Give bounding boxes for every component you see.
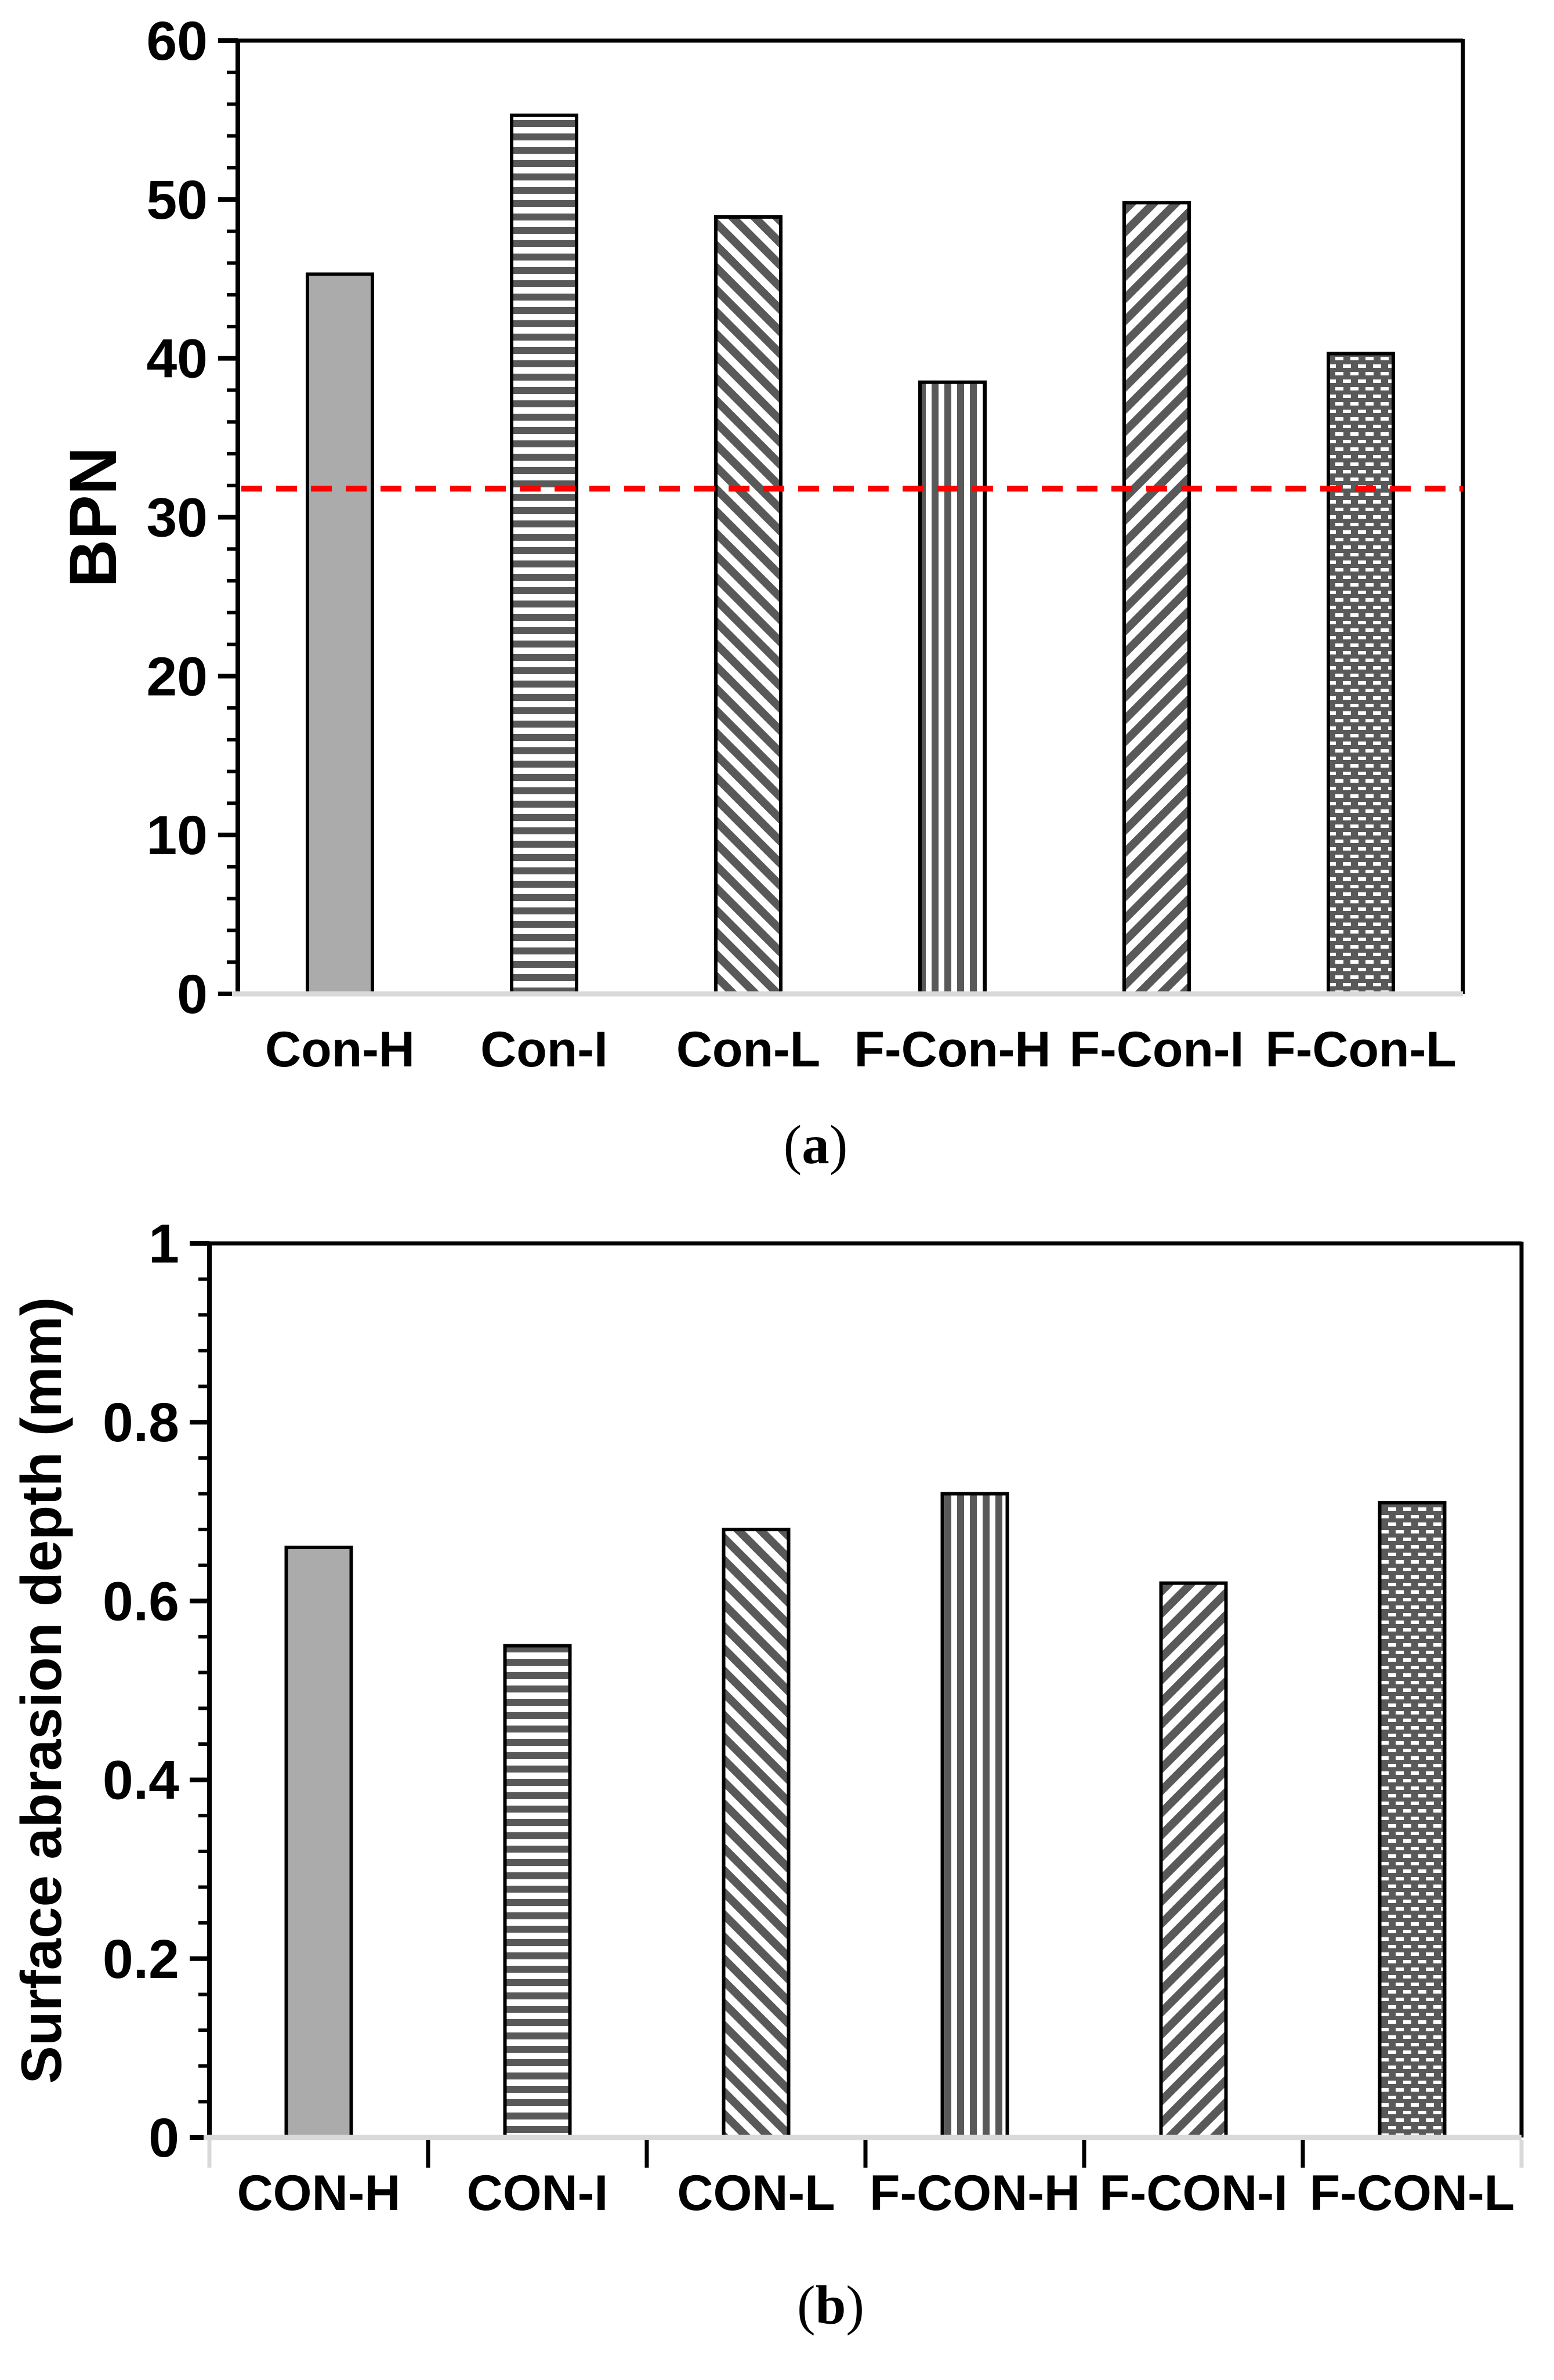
category-labels: Con-H Con-I Con-L F-Con-H F-Con-I F-Con-L bbox=[265, 1022, 1457, 1077]
y-tick-label: 0.4 bbox=[103, 1750, 179, 1811]
category-label: F-CON-I bbox=[1099, 2165, 1288, 2221]
category-label: CON-L bbox=[677, 2165, 835, 2221]
y-axis-title: Surface abrasion depth (mm) bbox=[9, 1297, 73, 2084]
y-tick-label: 0.2 bbox=[103, 1929, 179, 1990]
y-axis-minor-ticks bbox=[198, 1277, 209, 2104]
category-label: F-CON-H bbox=[870, 2165, 1080, 2221]
y-axis-major-ticks: 0 0.2 0.4 0.6 0.8 1 bbox=[103, 1218, 209, 2169]
bar-F-Con-L bbox=[1327, 352, 1395, 996]
y-tick-label: 50 bbox=[146, 169, 208, 231]
category-label: F-Con-H bbox=[854, 1022, 1051, 1077]
bar-CON-H bbox=[284, 1545, 353, 2139]
bar-Con-I bbox=[510, 113, 578, 996]
y-tick-label: 0 bbox=[148, 2107, 179, 2169]
category-label: F-Con-L bbox=[1265, 1022, 1457, 1077]
y-tick-label: 0.8 bbox=[103, 1392, 179, 1453]
bar-F-CON-I bbox=[1159, 1581, 1228, 2139]
y-tick-label: 0.6 bbox=[103, 1571, 179, 1632]
bar-F-Con-I bbox=[1122, 201, 1191, 996]
category-label: F-CON-L bbox=[1310, 2165, 1515, 2221]
bar-CON-L bbox=[722, 1528, 791, 2139]
y-axis-major-ticks: 0 10 20 30 40 50 60 bbox=[146, 10, 238, 1025]
bar-F-CON-L bbox=[1378, 1500, 1447, 2139]
y-tick-label: 0 bbox=[177, 964, 208, 1025]
bar-Con-H bbox=[306, 272, 374, 996]
category-label: F-Con-I bbox=[1070, 1022, 1244, 1077]
category-label: Con-I bbox=[480, 1022, 608, 1077]
y-tick-label: 20 bbox=[146, 646, 208, 707]
category-label: Con-H bbox=[265, 1022, 415, 1077]
chart-b-abrasion-depth: 0 0.2 0.4 0.6 0.8 1 CON-H CON-I CON-L F-CON-H F-CO… bbox=[9, 1218, 1524, 2336]
x-axis-boundary-ticks bbox=[207, 2140, 1524, 2168]
category-label: CON-H bbox=[237, 2165, 401, 2221]
bar-CON-I bbox=[503, 1644, 572, 2139]
bars bbox=[306, 113, 1395, 996]
bar-F-CON-H bbox=[940, 1492, 1009, 2140]
y-tick-label: 10 bbox=[146, 805, 208, 866]
category-label: CON-I bbox=[467, 2165, 608, 2221]
bars bbox=[284, 1492, 1447, 2140]
bar-F-Con-H bbox=[918, 380, 987, 996]
y-tick-label: 40 bbox=[146, 328, 208, 390]
category-label: Con-L bbox=[676, 1022, 820, 1077]
panel-caption-a: (a) bbox=[784, 1114, 848, 1175]
y-tick-label: 1 bbox=[148, 1218, 179, 1275]
chart-a-bpn: 0 10 20 30 40 50 60 Con-H Con-I Con-L F-Con-H F-Con… bbox=[56, 10, 1465, 1175]
panel-caption-b: (b) bbox=[797, 2274, 864, 2336]
bar-Con-L bbox=[714, 215, 783, 996]
y-axis-minor-ticks bbox=[227, 70, 238, 964]
y-axis-title: BPN bbox=[56, 447, 131, 588]
category-labels: CON-H CON-I CON-L F-CON-H F-CON-I F-CON-L bbox=[237, 2165, 1515, 2221]
y-tick-label: 30 bbox=[146, 487, 208, 549]
y-tick-label: 60 bbox=[146, 10, 208, 72]
